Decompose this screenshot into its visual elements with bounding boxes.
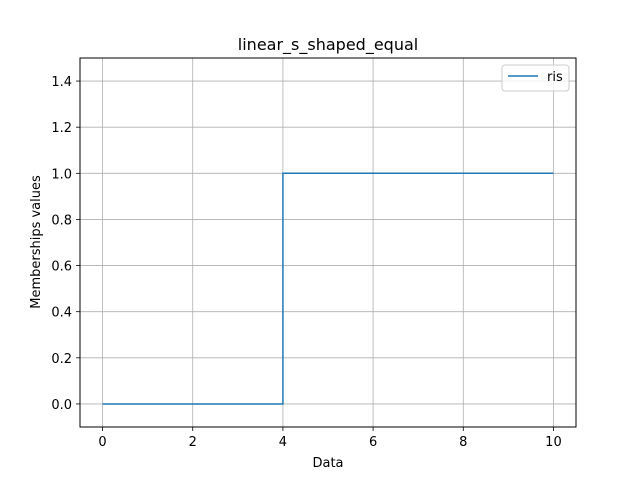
x-tick-label: 4 (279, 435, 287, 450)
x-tick-label: 6 (369, 435, 377, 450)
y-tick-label: 0.6 (51, 260, 72, 275)
y-tick-label: 1.2 (51, 121, 72, 136)
x-tick-label: 10 (545, 435, 562, 450)
x-tick-label: 0 (98, 435, 106, 450)
y-axis-label: Memberships values (29, 175, 44, 309)
series-line-ris (102, 172, 554, 405)
y-tick-label: 1.4 (51, 75, 72, 90)
x-tick-label: 2 (189, 435, 197, 450)
x-tick-label: 8 (459, 435, 467, 450)
chart-title: linear_s_shaped_equal (238, 35, 418, 55)
series-layer (102, 172, 554, 405)
legend: ris (501, 64, 570, 92)
x-axis-label: Data (312, 456, 343, 471)
legend-box (501, 64, 570, 92)
y-tick-label: 1.0 (51, 167, 72, 182)
y-tick-label: 0.2 (51, 352, 72, 367)
y-tick-label: 0.4 (51, 306, 72, 321)
legend-label-ris: ris (547, 70, 563, 85)
plot-frame (79, 57, 577, 428)
y-tick-label: 0.0 (51, 398, 72, 413)
axis-ticks: 0 2 4 6 8 10 0.0 0.2 0.4 0.6 0.8 1.0 1.2 1.4 (51, 75, 561, 450)
y-tick-label: 0.8 (51, 213, 72, 228)
